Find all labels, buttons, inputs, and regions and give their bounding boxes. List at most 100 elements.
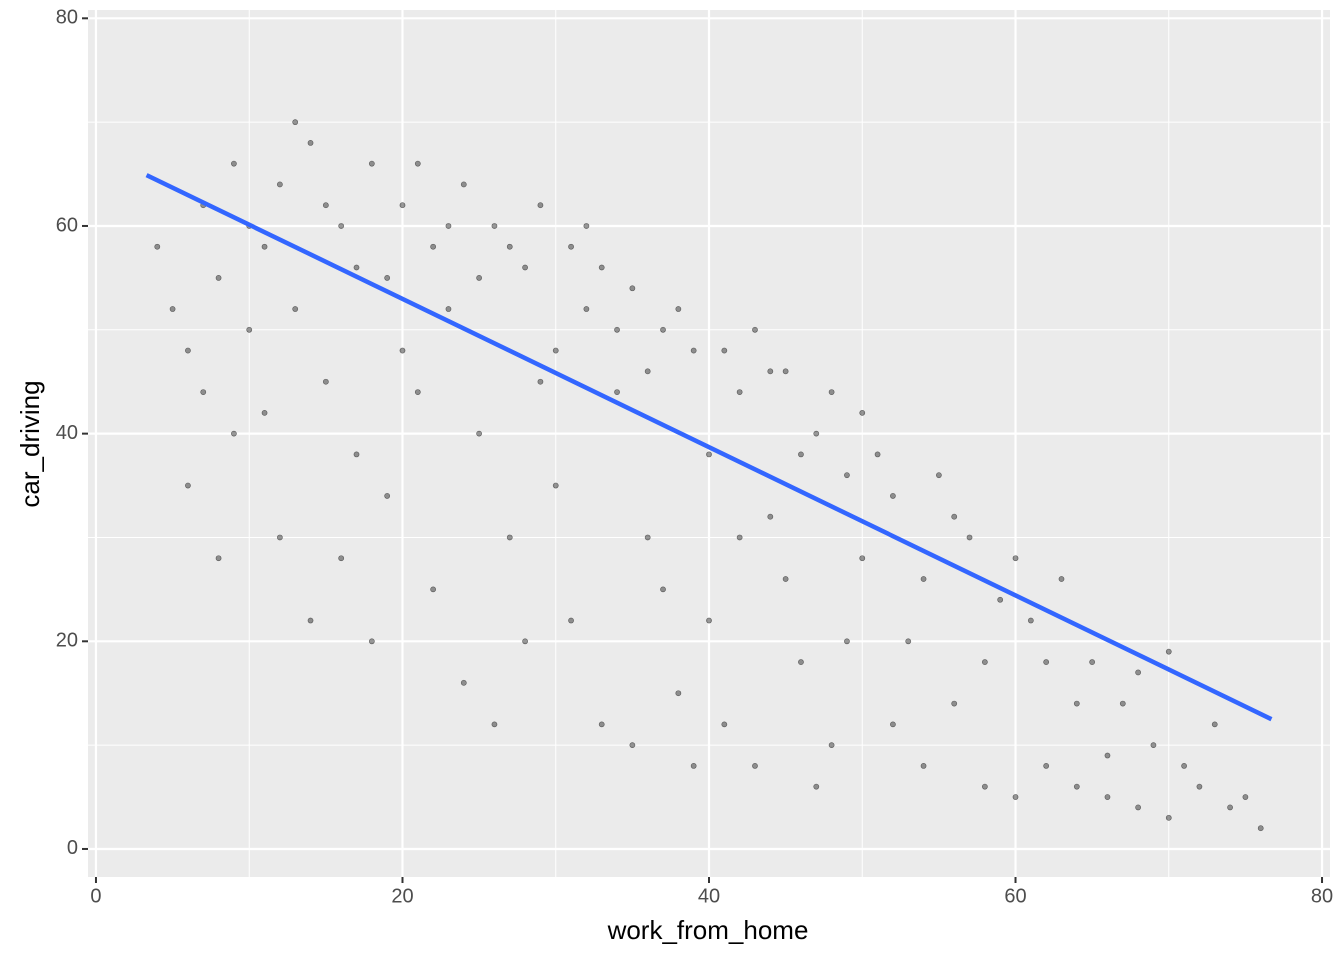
y-tick-label: 40 [56, 422, 78, 444]
x-tick-label: 20 [391, 885, 413, 907]
point [292, 306, 299, 312]
point [169, 306, 176, 312]
point [614, 389, 620, 396]
point [1242, 794, 1249, 800]
x-tick-label: 0 [90, 885, 101, 907]
point [583, 306, 590, 312]
point [1043, 762, 1050, 769]
point [859, 409, 866, 416]
point [445, 223, 452, 229]
point [1119, 700, 1126, 707]
point [1012, 794, 1019, 800]
point [368, 638, 375, 645]
point [890, 721, 896, 728]
point [644, 534, 651, 541]
point [767, 513, 774, 520]
point [1211, 721, 1218, 728]
point [951, 513, 958, 520]
point [981, 783, 988, 790]
point [445, 306, 452, 312]
point [706, 617, 712, 624]
point [414, 389, 421, 396]
point [997, 596, 1004, 603]
point [537, 202, 544, 209]
point [430, 243, 437, 250]
point [1257, 825, 1264, 832]
point [1165, 648, 1172, 655]
point [844, 638, 850, 645]
point [537, 378, 544, 385]
point [506, 534, 513, 541]
point [660, 586, 666, 593]
point [1104, 794, 1111, 800]
point [1104, 752, 1111, 759]
point [644, 368, 651, 375]
point [476, 274, 483, 281]
point [752, 762, 758, 769]
point [736, 389, 743, 396]
point [1135, 804, 1142, 811]
point [583, 223, 590, 229]
point [1165, 814, 1172, 821]
point [552, 482, 559, 489]
point [721, 721, 728, 728]
point [261, 409, 268, 416]
point [399, 202, 406, 209]
point [935, 472, 942, 479]
point [185, 482, 191, 489]
point [353, 451, 360, 458]
point [890, 493, 896, 499]
point [215, 274, 222, 281]
point [491, 223, 498, 229]
point [782, 368, 789, 375]
point [675, 306, 682, 312]
point [767, 368, 774, 375]
point [568, 617, 574, 624]
point [307, 140, 314, 146]
point [782, 576, 789, 582]
point [966, 534, 973, 541]
point [629, 285, 636, 292]
point [231, 430, 237, 437]
point [307, 617, 314, 624]
point [200, 389, 207, 396]
point [368, 160, 375, 167]
point [828, 742, 835, 749]
y-axis-title: car_driving [15, 380, 45, 507]
point [813, 430, 820, 437]
point [231, 160, 237, 167]
point [874, 451, 881, 458]
point [476, 430, 483, 437]
point [1058, 576, 1065, 582]
point [1227, 804, 1233, 811]
point [552, 347, 559, 354]
point [598, 264, 605, 271]
point [414, 160, 421, 167]
point [813, 783, 820, 790]
point [246, 326, 253, 333]
point [1073, 700, 1080, 707]
point [920, 762, 927, 769]
x-tick-label: 60 [1004, 885, 1026, 907]
point [905, 638, 912, 645]
point [660, 326, 666, 333]
point [154, 243, 161, 250]
point [460, 181, 467, 188]
point [981, 659, 988, 665]
point [690, 762, 697, 769]
point [338, 223, 345, 229]
point [261, 243, 268, 250]
point [1043, 659, 1050, 665]
x-tick-label: 80 [1311, 885, 1333, 907]
point [276, 534, 283, 541]
y-tick-label: 20 [56, 630, 78, 652]
point [460, 679, 467, 686]
point [629, 742, 636, 749]
point [798, 659, 804, 665]
point [353, 264, 360, 271]
y-tick-label: 60 [56, 214, 78, 236]
point [752, 326, 758, 333]
point [568, 243, 574, 250]
point [322, 202, 329, 209]
